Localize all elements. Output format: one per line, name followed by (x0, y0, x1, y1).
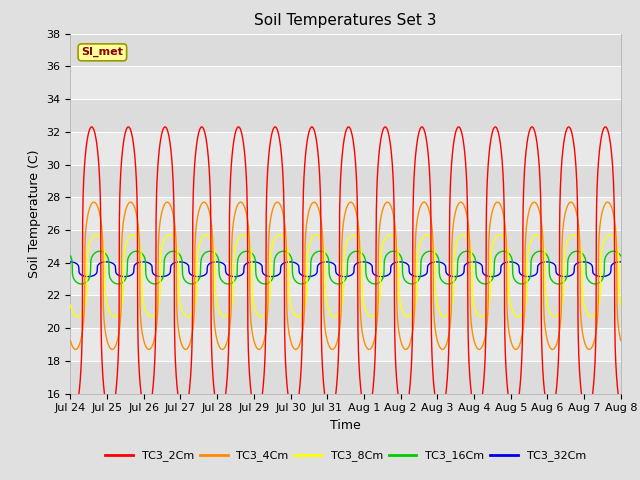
Legend: TC3_2Cm, TC3_4Cm, TC3_8Cm, TC3_16Cm, TC3_32Cm: TC3_2Cm, TC3_4Cm, TC3_8Cm, TC3_16Cm, TC3… (101, 446, 590, 466)
Bar (70, 197, 621, 230)
Text: SI_met: SI_met (81, 47, 124, 58)
Bar (70, 295, 621, 328)
Bar (70, 361, 621, 394)
Bar (70, 132, 621, 165)
Y-axis label: Soil Temperature (C): Soil Temperature (C) (28, 149, 41, 278)
Bar (70, 263, 621, 295)
Bar (70, 328, 621, 361)
Bar (70, 165, 621, 197)
Title: Soil Temperatures Set 3: Soil Temperatures Set 3 (254, 13, 437, 28)
X-axis label: Time: Time (330, 419, 361, 432)
Bar (70, 34, 621, 66)
Bar (70, 230, 621, 263)
Bar (70, 66, 621, 99)
Bar (70, 99, 621, 132)
